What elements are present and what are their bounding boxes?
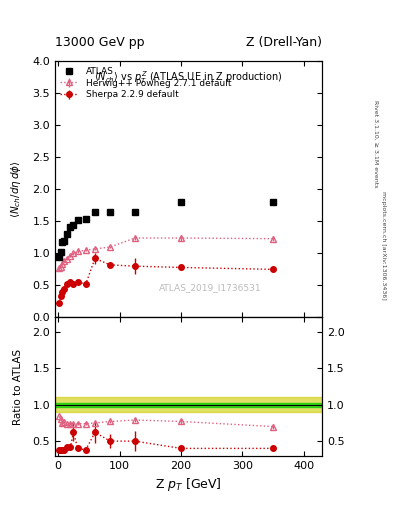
ATLAS [75, 217, 80, 223]
ATLAS [68, 223, 73, 229]
ATLAS [93, 209, 97, 215]
ATLAS [60, 239, 65, 245]
ATLAS [271, 199, 275, 205]
ATLAS [62, 238, 66, 244]
Text: Rivet 3.1.10, ≥ 3.1M events: Rivet 3.1.10, ≥ 3.1M events [373, 100, 378, 187]
Text: 13000 GeV pp: 13000 GeV pp [55, 36, 145, 49]
ATLAS [65, 231, 70, 237]
ATLAS [83, 216, 88, 222]
ATLAS [132, 209, 137, 215]
ATLAS [178, 199, 183, 205]
ATLAS [108, 209, 113, 215]
ATLAS [58, 249, 63, 255]
ATLAS [71, 222, 76, 228]
Text: Z (Drell-Yan): Z (Drell-Yan) [246, 36, 322, 49]
Text: mcplots.cern.ch [arXiv:1306.3436]: mcplots.cern.ch [arXiv:1306.3436] [381, 191, 386, 300]
ATLAS [57, 253, 62, 260]
Legend: ATLAS, Herwig++ Powheg 2.7.1 default, Sherpa 2.2.9 default: ATLAS, Herwig++ Powheg 2.7.1 default, Sh… [57, 63, 235, 103]
Y-axis label: $\langle N_{ch}/d\eta\, d\phi\rangle$: $\langle N_{ch}/d\eta\, d\phi\rangle$ [9, 161, 23, 218]
Line: ATLAS: ATLAS [56, 199, 277, 260]
X-axis label: Z $p_T$ [GeV]: Z $p_T$ [GeV] [155, 476, 222, 493]
Text: ATLAS_2019_I1736531: ATLAS_2019_I1736531 [159, 283, 261, 292]
Y-axis label: Ratio to ATLAS: Ratio to ATLAS [13, 349, 23, 424]
Text: $\langle N_{ch}\rangle$ vs $p^Z_T$ (ATLAS UE in Z production): $\langle N_{ch}\rangle$ vs $p^Z_T$ (ATLA… [94, 69, 283, 86]
